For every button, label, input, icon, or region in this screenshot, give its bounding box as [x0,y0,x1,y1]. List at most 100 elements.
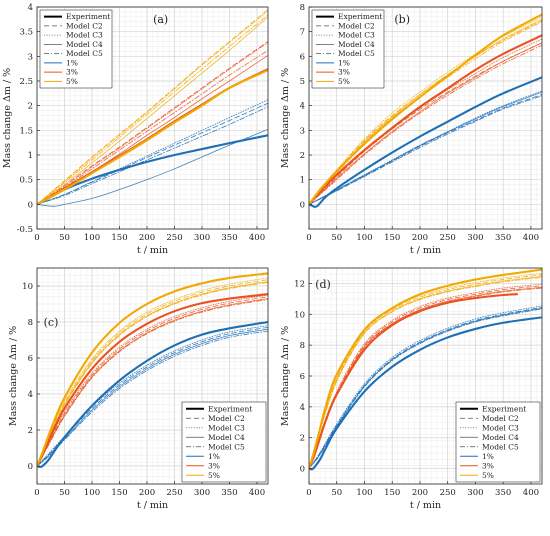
x-tick-label: 250 [166,233,182,243]
axes-frame [308,6,543,230]
y-axis-label: Mass change Δm / % [2,68,13,168]
series-line-c5 [309,276,542,469]
y-tick-label: 8 [300,3,305,13]
y-tick-label: 1.5 [19,126,33,136]
y-tick-label: 8 [300,341,305,351]
x-tick-label: 400 [523,488,539,498]
series-line-c3 [37,277,268,467]
legend-box [181,401,267,483]
y-axis-label: Mass change Δm / % [8,326,19,426]
series-line-c5 [37,106,268,205]
x-tick-label: 0 [306,233,311,243]
series-line-c5 [37,50,268,205]
x-tick-label: 50 [59,488,70,498]
series-line-c4 [309,307,542,469]
series-line-c2 [37,327,268,467]
x-tick-label: 200 [139,488,155,498]
y-axis-label: Mass change Δm / % [280,326,291,426]
x-tick-label: 100 [84,233,100,243]
series-line-c2 [37,279,268,467]
series-line-experiment [309,293,519,470]
x-tick-label: 250 [440,488,456,498]
y-tick-label: 10 [22,282,33,292]
y-tick-label: 3.5 [19,28,33,38]
x-axis-label: t / min [410,500,441,511]
y-tick-label: 8 [28,318,33,328]
legend-label: 5% [66,77,78,86]
y-tick-label: -0.5 [17,225,33,235]
axes-frame [36,267,269,485]
y-tick-label: 12 [294,279,305,289]
legend-label: 3% [482,461,494,470]
x-tick-label: 300 [194,233,210,243]
y-tick-label: 0 [28,200,33,210]
y-tick-label: 2 [300,434,305,444]
legend-label: Model C4 [66,40,103,49]
y-tick-label: 10 [294,310,305,320]
y-tick-label: 4 [28,390,33,400]
x-tick-label: 300 [467,488,483,498]
y-tick-label: 3 [300,126,305,136]
series-line-c3 [37,325,268,467]
panel-label: (b) [394,13,410,26]
series-line-c4 [37,128,268,207]
series-line-c3 [37,10,268,205]
legend-label: Model C2 [66,21,103,30]
legend-label: Model C2 [338,21,375,30]
series-line-experiment [37,320,268,468]
series-line-c5 [37,299,268,467]
series-line-c3 [37,99,268,205]
legend-label: 5% [482,471,494,480]
series-line-experiment [309,34,542,206]
panel-label: (a) [153,13,168,26]
x-tick-label: 250 [166,488,182,498]
y-tick-label: 0.5 [19,176,33,186]
panel-label: (d) [315,278,331,291]
series-line-experiment [309,13,542,206]
x-tick-label: 300 [467,233,483,243]
series-line-c2 [37,9,268,205]
legend-label: 3% [66,68,78,77]
x-tick-label: 50 [331,233,342,243]
legend-label: 1% [66,58,78,67]
y-tick-label: 6 [300,52,305,62]
legend-label: Experiment [338,12,382,21]
y-tick-label: 4 [300,102,305,112]
legend-label: 5% [208,471,220,480]
x-tick-label: 50 [331,488,342,498]
legend-label: Model C5 [208,442,245,451]
y-tick-label: 0 [300,200,305,210]
legend-label: 3% [338,68,350,77]
panel-a: 0 50 100 150 200 250 300 350 400-0.500.511.522.5… [2,3,269,256]
series-line-c4 [37,298,268,467]
y-tick-label: 2 [300,151,305,161]
legend-label: 1% [338,58,350,67]
y-tick-label: 0 [28,462,33,472]
y-tick-label: 6 [300,372,305,382]
x-axis-label: t / min [410,245,441,256]
legend-label: Model C3 [338,31,375,40]
series-line-c2 [37,102,268,205]
legend-label: Model C3 [66,31,103,40]
y-tick-label: 6 [28,354,33,364]
x-tick-label: 0 [34,233,39,243]
x-tick-label: 350 [221,233,237,243]
series-line-experiment [309,76,542,208]
series-line-c5 [309,95,542,205]
series-line-experiment [37,272,268,468]
series-group [37,9,268,207]
legend-label: Model C2 [208,414,245,423]
x-tick-label: 200 [412,233,428,243]
x-tick-label: 350 [495,488,511,498]
series-line-experiment [37,69,268,206]
legend-label: Model C5 [66,49,103,58]
legend-label: 1% [208,452,220,461]
y-axis-label: Mass change Δm / % [280,68,291,168]
series-line-c5 [37,282,268,467]
x-tick-label: 200 [412,488,428,498]
series-group [37,272,268,468]
